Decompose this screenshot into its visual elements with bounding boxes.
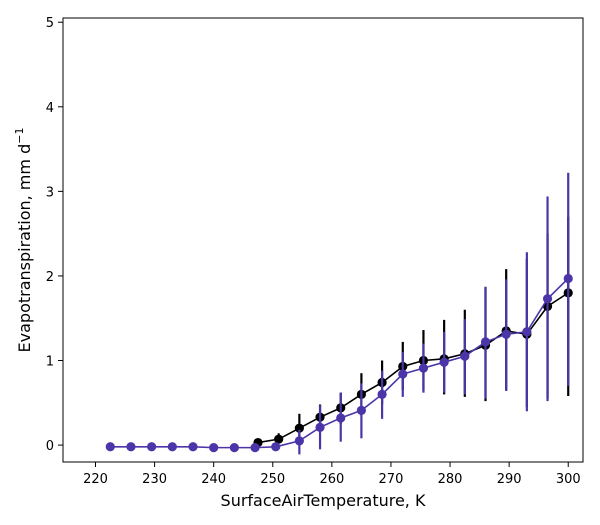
y-tick-label: 3: [46, 185, 54, 200]
y-tick-label: 5: [46, 16, 54, 31]
data-point-black: [274, 434, 284, 444]
x-tick-label: 250: [260, 472, 285, 487]
data-point-purple: [209, 443, 219, 453]
x-tick-label: 230: [142, 472, 167, 487]
data-point-purple: [105, 442, 115, 452]
y-tick-label: 4: [46, 101, 54, 116]
plot-frame: [62, 17, 584, 463]
x-axis-title: SurfaceAirTemperature, K: [221, 491, 426, 510]
data-point-purple: [336, 413, 346, 423]
data-point-purple: [250, 443, 260, 453]
y-tick-label: 2: [46, 270, 54, 285]
x-tick-label: 290: [497, 472, 522, 487]
y-axis-title-main: Evapotranspiration, mm d: [15, 144, 34, 353]
y-tick-label: 1: [46, 355, 54, 370]
data-point-purple: [356, 405, 367, 416]
data-point-purple: [294, 436, 304, 446]
data-point-black: [294, 423, 304, 433]
x-tick-label: 280: [438, 472, 463, 487]
data-point-purple: [501, 329, 511, 339]
data-point-purple: [522, 327, 532, 337]
x-tick-label: 260: [319, 472, 344, 487]
y-axis-title: Evapotranspiration, mm d−1: [13, 128, 34, 353]
data-point-purple: [229, 443, 239, 453]
x-tick-label: 240: [201, 472, 226, 487]
series-line-black: [257, 292, 569, 444]
data-point-purple: [377, 389, 387, 399]
x-tick-label: 220: [83, 472, 108, 487]
data-point-purple: [147, 442, 157, 452]
data-point-purple: [188, 442, 198, 452]
data-point-purple: [563, 273, 573, 284]
series-purple: [105, 172, 573, 455]
x-tick-label: 300: [556, 472, 581, 487]
y-axis-title-sup: −1: [13, 128, 26, 144]
data-point-purple: [126, 442, 136, 452]
data-point-purple: [167, 442, 177, 452]
data-point-purple: [542, 294, 553, 304]
data-point-purple: [418, 363, 429, 373]
data-point-purple: [398, 369, 408, 379]
data-point-purple: [315, 422, 325, 432]
data-point-purple: [271, 442, 281, 452]
x-tick-label: 270: [379, 472, 404, 487]
y-tick-label: 0: [46, 439, 54, 454]
data-point-purple: [480, 337, 491, 347]
data-point-purple: [439, 357, 449, 367]
data-point-purple: [460, 351, 470, 361]
